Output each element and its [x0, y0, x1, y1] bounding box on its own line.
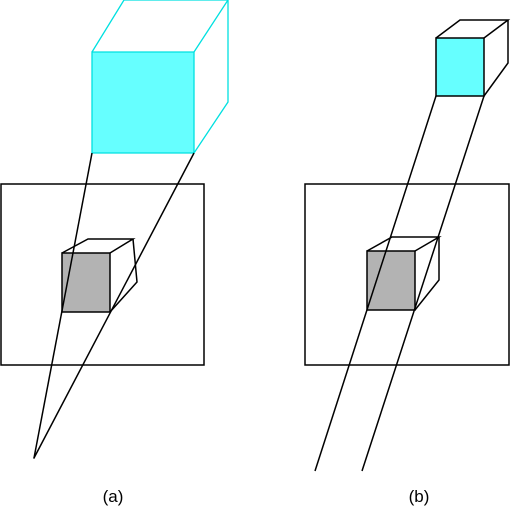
far-cube-b-side-edges [483, 20, 509, 97]
far-cube-a-top-edges [91, 0, 229, 53]
near-cube-b-side-edges [414, 237, 440, 311]
near-cube-a-front-face [61, 252, 111, 313]
ray-a-right [33, 152, 195, 459]
far-cube-b-top-edges [435, 19, 511, 39]
caption-b: (b) [409, 487, 430, 506]
ray-b-left [314, 95, 437, 472]
far-cube-a-side-edges [193, 0, 229, 154]
far-cube-a [91, 0, 229, 154]
near-cube-b [366, 236, 442, 311]
far-cube-b-front-face [435, 37, 485, 97]
far-cube-b [435, 19, 511, 97]
far-cube-a-front-face [91, 51, 195, 154]
ray-a-left [33, 152, 93, 459]
near-cube-a-side-edges [109, 238, 138, 313]
near-cube-b-top-edges [366, 236, 442, 252]
projection-rays-b [314, 95, 485, 472]
panel-b [304, 19, 511, 472]
image-plane-a [0, 183, 205, 366]
projection-rays-a [33, 152, 195, 459]
panel-a [0, 0, 229, 459]
ray-b-right [361, 95, 485, 472]
caption-a: (a) [103, 487, 124, 506]
centre-of-projection-a [33, 457, 35, 459]
near-cube-a [61, 238, 138, 313]
near-cube-b-front-face [366, 250, 416, 311]
